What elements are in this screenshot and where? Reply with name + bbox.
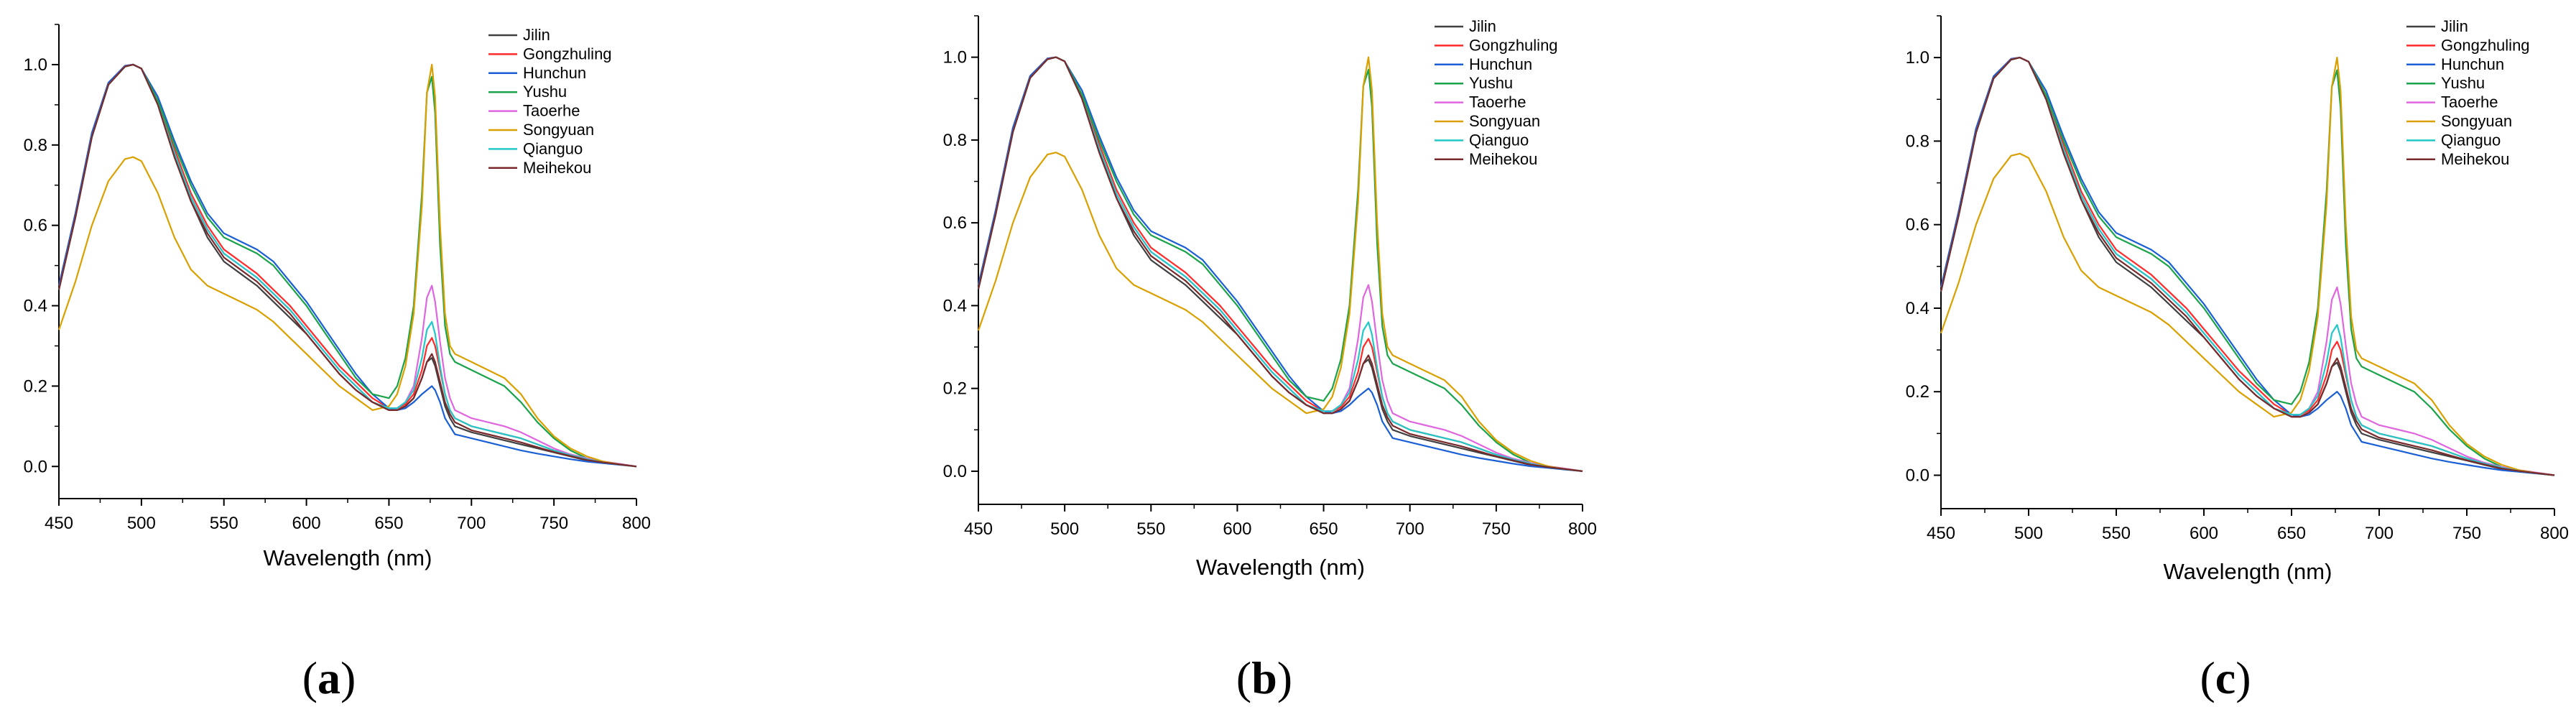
x-tick-label: 750 <box>2452 524 2481 543</box>
y-tick-label: 0.2 <box>943 379 967 399</box>
panel-label-letter: a <box>318 652 340 703</box>
legend: JilinGongzhulingHunchunYushuTaoerheSongy… <box>1435 17 1558 168</box>
panel-label: (b) <box>1236 652 1292 703</box>
x-tick-label: 500 <box>1050 519 1079 539</box>
x-tick-label: 650 <box>374 514 403 533</box>
x-axis-title: Wavelength (nm) <box>264 545 432 570</box>
y-tick-label: 0.4 <box>943 296 967 315</box>
y-tick-label: 0.0 <box>1906 466 1929 485</box>
series-line-hunchun <box>57 63 637 468</box>
x-axis-title: Wavelength (nm) <box>1196 555 1365 580</box>
series-line-yushu <box>57 63 637 468</box>
x-tick-label: 750 <box>539 514 568 533</box>
legend-label: Gongzhuling <box>1469 36 1558 54</box>
legend: JilinGongzhulingHunchunYushuTaoerheSongy… <box>2406 17 2530 168</box>
legend-label: Meihekou <box>1469 150 1537 168</box>
x-tick-label: 500 <box>2014 524 2043 543</box>
legend-label: Songyuan <box>523 121 594 139</box>
x-tick-label: 650 <box>1310 519 1338 539</box>
legend-label: Jilin <box>523 26 550 44</box>
series-line-meihekou <box>977 56 1583 472</box>
x-tick-label: 800 <box>622 514 651 533</box>
legend-label: Songyuan <box>1469 112 1540 130</box>
y-tick-label: 0.8 <box>943 131 967 150</box>
y-tick-label: 0.0 <box>943 462 967 481</box>
x-tick-label: 750 <box>1482 519 1511 539</box>
panel-label-letter: c <box>2215 652 2236 703</box>
x-tick-label: 450 <box>1927 524 1955 543</box>
legend-label: Qianguo <box>2441 131 2501 149</box>
legend-label: Songyuan <box>2441 112 2512 130</box>
x-tick-label: 800 <box>2540 524 2569 543</box>
series-line-songyuan <box>977 56 1583 472</box>
panel-label: (c) <box>2200 652 2251 703</box>
y-tick-label: 0.8 <box>1906 131 1929 151</box>
x-tick-label: 700 <box>1396 519 1424 539</box>
legend-label: Meihekou <box>2441 150 2509 168</box>
x-tick-label: 700 <box>2365 524 2394 543</box>
y-tick-label: 0.0 <box>24 457 47 476</box>
y-tick-label: 0.6 <box>1906 216 1929 235</box>
y-tick-label: 0.2 <box>24 376 47 396</box>
series-line-songyuan <box>57 63 637 468</box>
y-tick-label: 1.0 <box>943 48 967 68</box>
legend-label: Taoerhe <box>523 102 580 120</box>
legend-label: Hunchun <box>1469 55 1532 73</box>
x-tick-label: 550 <box>1136 519 1165 539</box>
legend-label: Hunchun <box>2441 55 2504 73</box>
legend-label: Taoerhe <box>2441 93 2498 111</box>
x-tick-label: 450 <box>45 514 73 533</box>
panel-label: (a) <box>302 652 356 703</box>
x-tick-label: 600 <box>2190 524 2218 543</box>
x-tick-label: 550 <box>210 514 238 533</box>
legend-label: Jilin <box>2441 17 2468 35</box>
y-tick-label: 0.4 <box>24 297 47 316</box>
series-line-songyuan <box>1940 57 2555 476</box>
chart-panel-b: 450 500 550 600 650 700 750 800 0.0 0.2 0.4 0.6 0.8 1… <box>943 15 1597 703</box>
legend: JilinGongzhulingHunchunYushuTaoerheSongy… <box>488 26 612 177</box>
legend-label: Gongzhuling <box>2441 36 2530 54</box>
y-tick-label: 0.6 <box>943 213 967 233</box>
x-tick-label: 600 <box>1223 519 1251 539</box>
legend-label: Jilin <box>1469 17 1496 35</box>
y-tick-label: 0.4 <box>1906 299 1929 318</box>
x-tick-label: 600 <box>292 514 321 533</box>
y-tick-label: 1.0 <box>1906 48 1929 68</box>
panel-label-letter: b <box>1251 652 1277 703</box>
series-line-meihekou <box>1940 57 2555 476</box>
series-line-hunchun <box>1940 57 2555 476</box>
x-tick-label: 700 <box>457 514 486 533</box>
y-tick-label: 0.8 <box>24 136 47 155</box>
legend-label: Gongzhuling <box>523 45 612 63</box>
y-tick-label: 1.0 <box>24 55 47 75</box>
series-line-hunchun <box>977 56 1583 472</box>
legend-label: Meihekou <box>523 159 591 177</box>
y-tick-label: 0.2 <box>1906 382 1929 402</box>
series-line-meihekou <box>57 63 637 468</box>
y-tick-label: 0.6 <box>24 216 47 236</box>
legend-label: Yushu <box>1469 74 1513 92</box>
chart-panel-c: 450 500 550 600 650 700 750 800 0.0 0.2 0.4 0.6 0.8 1… <box>1906 15 2569 703</box>
x-tick-label: 550 <box>2102 524 2131 543</box>
legend-label: Taoerhe <box>1469 93 1526 111</box>
x-tick-label: 650 <box>2277 524 2306 543</box>
chart-panel-a: 450 500 550 600 650 700 750 800 0.0 0.2 0.4 0.6 0.8 1… <box>24 24 651 703</box>
legend-label: Qianguo <box>523 139 583 157</box>
legend-label: Qianguo <box>1469 131 1529 149</box>
x-axis-title: Wavelength (nm) <box>2164 559 2332 584</box>
legend-label: Yushu <box>2441 74 2485 92</box>
legend-label: Hunchun <box>523 64 586 82</box>
x-tick-label: 500 <box>127 514 156 533</box>
series-line-yushu <box>977 56 1583 472</box>
legend-label: Yushu <box>523 83 567 101</box>
series-line-yushu <box>1940 57 2555 476</box>
x-tick-label: 450 <box>964 519 993 539</box>
x-tick-label: 800 <box>1568 519 1597 539</box>
